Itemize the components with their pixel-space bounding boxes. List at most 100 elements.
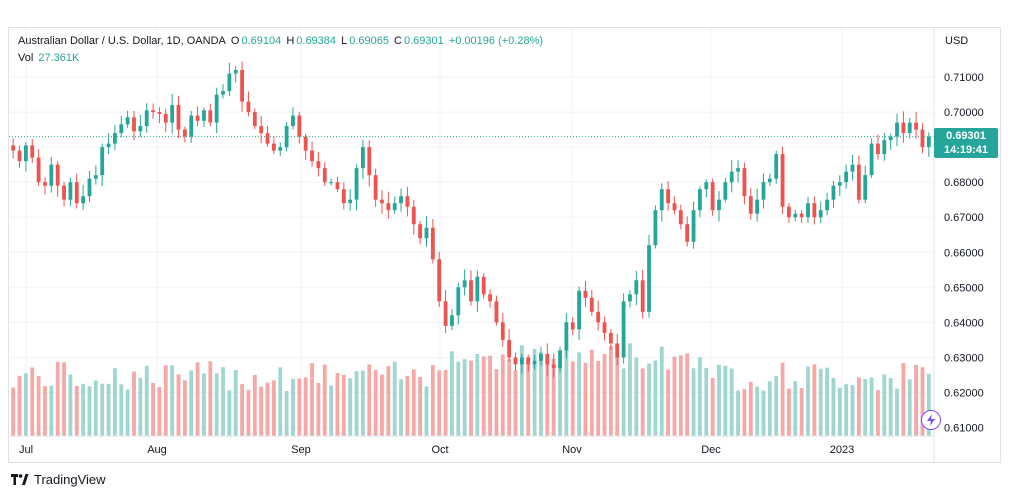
- candle-body: [914, 122, 919, 130]
- volume-bar: [526, 362, 531, 436]
- volume-bar: [717, 364, 721, 436]
- volume-bar: [736, 390, 740, 436]
- candle-body: [36, 157, 41, 183]
- volume-bar: [443, 369, 448, 436]
- candle-body: [386, 203, 391, 211]
- volume-bar: [297, 378, 302, 436]
- volume-bar: [837, 387, 842, 436]
- volume-bar: [551, 358, 556, 436]
- time-tick: Sep: [291, 444, 311, 456]
- candle-body: [876, 143, 880, 155]
- volume-bar: [704, 368, 709, 436]
- candle-body: [494, 301, 499, 323]
- volume-bar: [74, 385, 79, 436]
- candle-body: [43, 182, 47, 186]
- candle-body: [240, 70, 244, 102]
- volume-bar: [577, 352, 582, 436]
- volume-bar: [49, 385, 54, 436]
- volume-bar: [43, 386, 47, 436]
- volume-bar: [456, 361, 461, 436]
- price-tick: 0.71000: [944, 72, 984, 84]
- volume-bar: [844, 384, 849, 436]
- volume-bar: [106, 383, 111, 436]
- volume-bar: [151, 383, 155, 436]
- candle-body: [450, 315, 454, 326]
- currency-label[interactable]: USD: [945, 35, 969, 47]
- candle-body: [774, 154, 779, 179]
- volume-bar: [271, 380, 276, 436]
- volume-bar: [157, 387, 162, 436]
- volume-bar: [11, 387, 16, 436]
- candle-body: [55, 164, 60, 186]
- brand-name: TradingView: [34, 472, 106, 487]
- candle-body: [399, 196, 403, 204]
- volume-bar: [87, 386, 92, 436]
- candle-body: [869, 143, 874, 176]
- volume-bar: [621, 368, 626, 436]
- volume-bar: [685, 353, 690, 436]
- candle-body: [233, 70, 238, 74]
- volume-bar: [825, 367, 829, 436]
- candle-body: [736, 168, 740, 172]
- candle-body: [278, 147, 283, 151]
- volume-bar: [138, 377, 143, 436]
- volume-bar: [23, 373, 28, 436]
- volume-bar: [926, 373, 931, 436]
- candle-body: [227, 73, 232, 92]
- candle-body: [68, 182, 73, 200]
- candle-body: [329, 182, 334, 184]
- candle-body: [761, 182, 766, 200]
- candle-body: [685, 224, 690, 242]
- volume-bar: [729, 368, 734, 436]
- tradingview-brand[interactable]: TradingView: [11, 472, 106, 487]
- candle-body: [316, 161, 321, 169]
- time-tick: 2023: [830, 444, 854, 456]
- candle-body: [271, 143, 276, 151]
- volume-bar: [850, 384, 855, 436]
- candle-body: [132, 117, 136, 132]
- candle-body: [481, 276, 486, 295]
- volume-bar: [100, 383, 105, 436]
- candle-body: [793, 213, 798, 218]
- candle-body: [475, 276, 480, 302]
- volume-bar: [144, 365, 149, 436]
- candle-body: [214, 94, 219, 123]
- price-candles: [11, 61, 931, 378]
- change-value: +0.00196 (+0.28%): [448, 35, 544, 47]
- volume-bar: [227, 390, 232, 436]
- candle-body: [284, 126, 289, 148]
- volume-bar: [920, 367, 925, 436]
- price-tick: 0.66000: [944, 247, 984, 259]
- volume-bar: [761, 390, 766, 436]
- volume-bar: [246, 389, 251, 436]
- volume-bar: [132, 371, 136, 436]
- volume-bar: [265, 382, 270, 436]
- candle-body: [640, 280, 645, 312]
- candle-body: [62, 185, 66, 200]
- volume-bar: [367, 364, 372, 436]
- high-value: 0.69384: [296, 35, 337, 47]
- candle-body: [411, 206, 416, 225]
- volume-bar: [589, 349, 594, 436]
- volume-bar: [411, 369, 416, 436]
- candle-body: [748, 196, 753, 214]
- candle-body: [513, 357, 518, 365]
- volume-bar: [354, 371, 359, 436]
- high-label: H: [286, 35, 295, 47]
- volume-bar: [780, 362, 785, 436]
- candle-body: [291, 115, 295, 127]
- volume-bar: [208, 361, 213, 436]
- volume-bar: [462, 359, 467, 436]
- candle-body: [920, 129, 925, 148]
- volume-bar: [774, 376, 779, 436]
- candle-body: [182, 129, 187, 137]
- candle-body: [322, 168, 327, 183]
- volume-bar: [539, 352, 543, 436]
- volume-bar: [62, 362, 66, 436]
- volume-bar: [615, 355, 620, 436]
- volume-bar: [182, 380, 187, 436]
- flash-icon[interactable]: [921, 410, 941, 430]
- candle-body: [23, 145, 28, 162]
- volume-bar: [214, 373, 219, 436]
